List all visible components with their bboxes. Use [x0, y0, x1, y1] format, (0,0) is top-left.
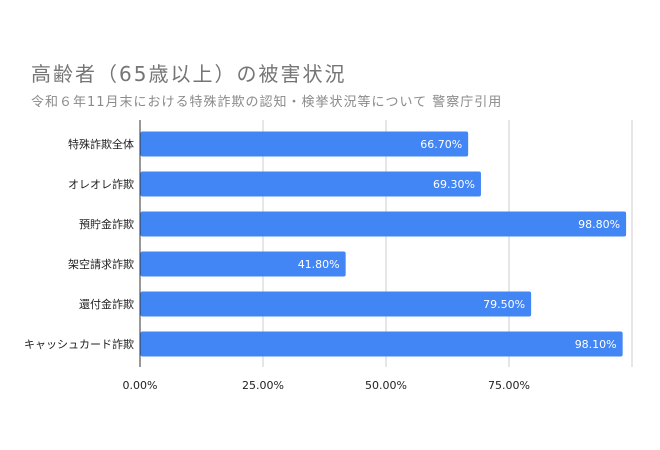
x-tick-label: 0.00% — [123, 379, 158, 392]
data-label: 41.80% — [298, 258, 340, 271]
data-label: 79.50% — [483, 298, 525, 311]
category-label: 特殊詐欺全体 — [68, 137, 134, 151]
bar — [140, 131, 469, 157]
x-tick-labels: 0.00% 25.00% 50.00% 75.00% — [123, 379, 530, 392]
category-label: 預貯金詐欺 — [79, 217, 134, 231]
data-label: 98.10% — [575, 338, 617, 351]
bars — [140, 131, 627, 357]
bar — [140, 251, 346, 277]
data-label: 66.70% — [420, 138, 462, 151]
chart-subtitle: 令和６年11月末における特殊詐欺の認知・検挙状況等について 警察庁引用 — [31, 95, 503, 110]
data-labels: 66.70% 69.30% 98.80% 41.80% 79.50% 98.10% — [298, 138, 620, 351]
grid-lines — [139, 120, 633, 367]
x-tick-label: 75.00% — [488, 379, 530, 392]
bar — [140, 331, 623, 357]
x-tick-label: 25.00% — [242, 379, 284, 392]
data-label: 69.30% — [433, 178, 475, 191]
category-label: 架空請求詐欺 — [68, 257, 134, 271]
bar — [140, 171, 481, 197]
category-label: 還付金詐欺 — [79, 297, 134, 311]
chart-title: 高齢者（65歳以上）の被害状況 — [31, 62, 347, 86]
category-label: キャッシュカード詐欺 — [24, 337, 134, 351]
category-label: オレオレ詐欺 — [68, 177, 134, 191]
bar — [140, 211, 627, 237]
data-label: 98.80% — [578, 218, 620, 231]
x-tick-label: 50.00% — [365, 379, 407, 392]
bar — [140, 291, 532, 317]
